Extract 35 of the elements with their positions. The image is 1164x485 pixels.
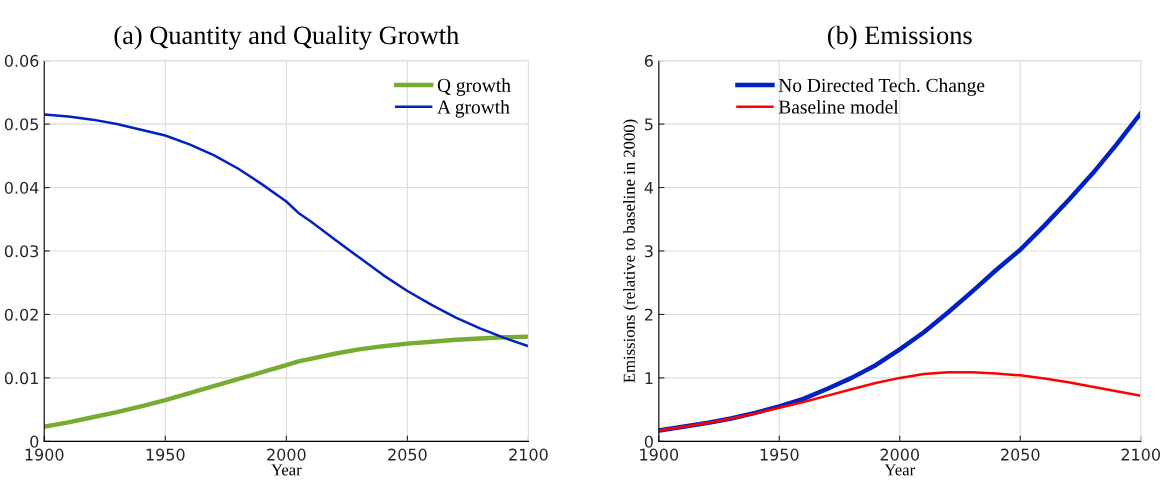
y-tick-label: 3	[645, 245, 653, 258]
y-tick-label: 0	[30, 435, 39, 448]
x-tick-label: 1950	[760, 448, 799, 461]
x-tick-label: 2050	[1001, 448, 1040, 461]
x-tick-label: 1900	[640, 448, 679, 461]
legend-label: Q growth	[437, 78, 511, 96]
legend-label: No Directed Tech. Change	[778, 78, 985, 96]
y-tick-label: 0.04	[4, 181, 39, 194]
y-tick-label: 2	[644, 308, 653, 321]
line-series	[44, 334, 529, 429]
y-tick-label: 0.01	[4, 372, 38, 385]
x-axis-title: Year	[884, 464, 915, 476]
x-tick-label: 1900	[25, 448, 64, 461]
y-tick-label: 0.05	[4, 118, 38, 131]
x-tick-label: 2000	[267, 448, 306, 461]
y-tick-label: 4	[644, 181, 654, 194]
x-tick-label: 1950	[146, 448, 185, 461]
y-tick-label: 1	[645, 372, 653, 384]
y-tick-label: 6	[644, 54, 653, 67]
x-tick-label: 2050	[388, 448, 427, 461]
x-tick-label: 2000	[880, 448, 920, 461]
line-series	[658, 370, 1141, 432]
x-axis-title: Year	[271, 464, 302, 476]
y-tick-label: 0.02	[4, 308, 38, 321]
y-tick-label: 0	[644, 435, 653, 448]
chart-title: (a) Quantity and Quality Growth	[114, 25, 459, 50]
y-tick-label: 0.03	[4, 245, 39, 258]
legend-label: A growth	[437, 99, 510, 118]
x-tick-label: 2100	[509, 448, 548, 461]
legend-label: Baseline model	[778, 99, 899, 114]
y-tick-label: 0.06	[4, 54, 39, 67]
y-tick-label: 5	[645, 118, 653, 131]
y-axis-title: Emissions (relative to baseline in 2000)	[623, 119, 639, 383]
chart-title: (b) Emissions	[827, 25, 972, 50]
x-tick-label: 2100	[1121, 448, 1160, 461]
